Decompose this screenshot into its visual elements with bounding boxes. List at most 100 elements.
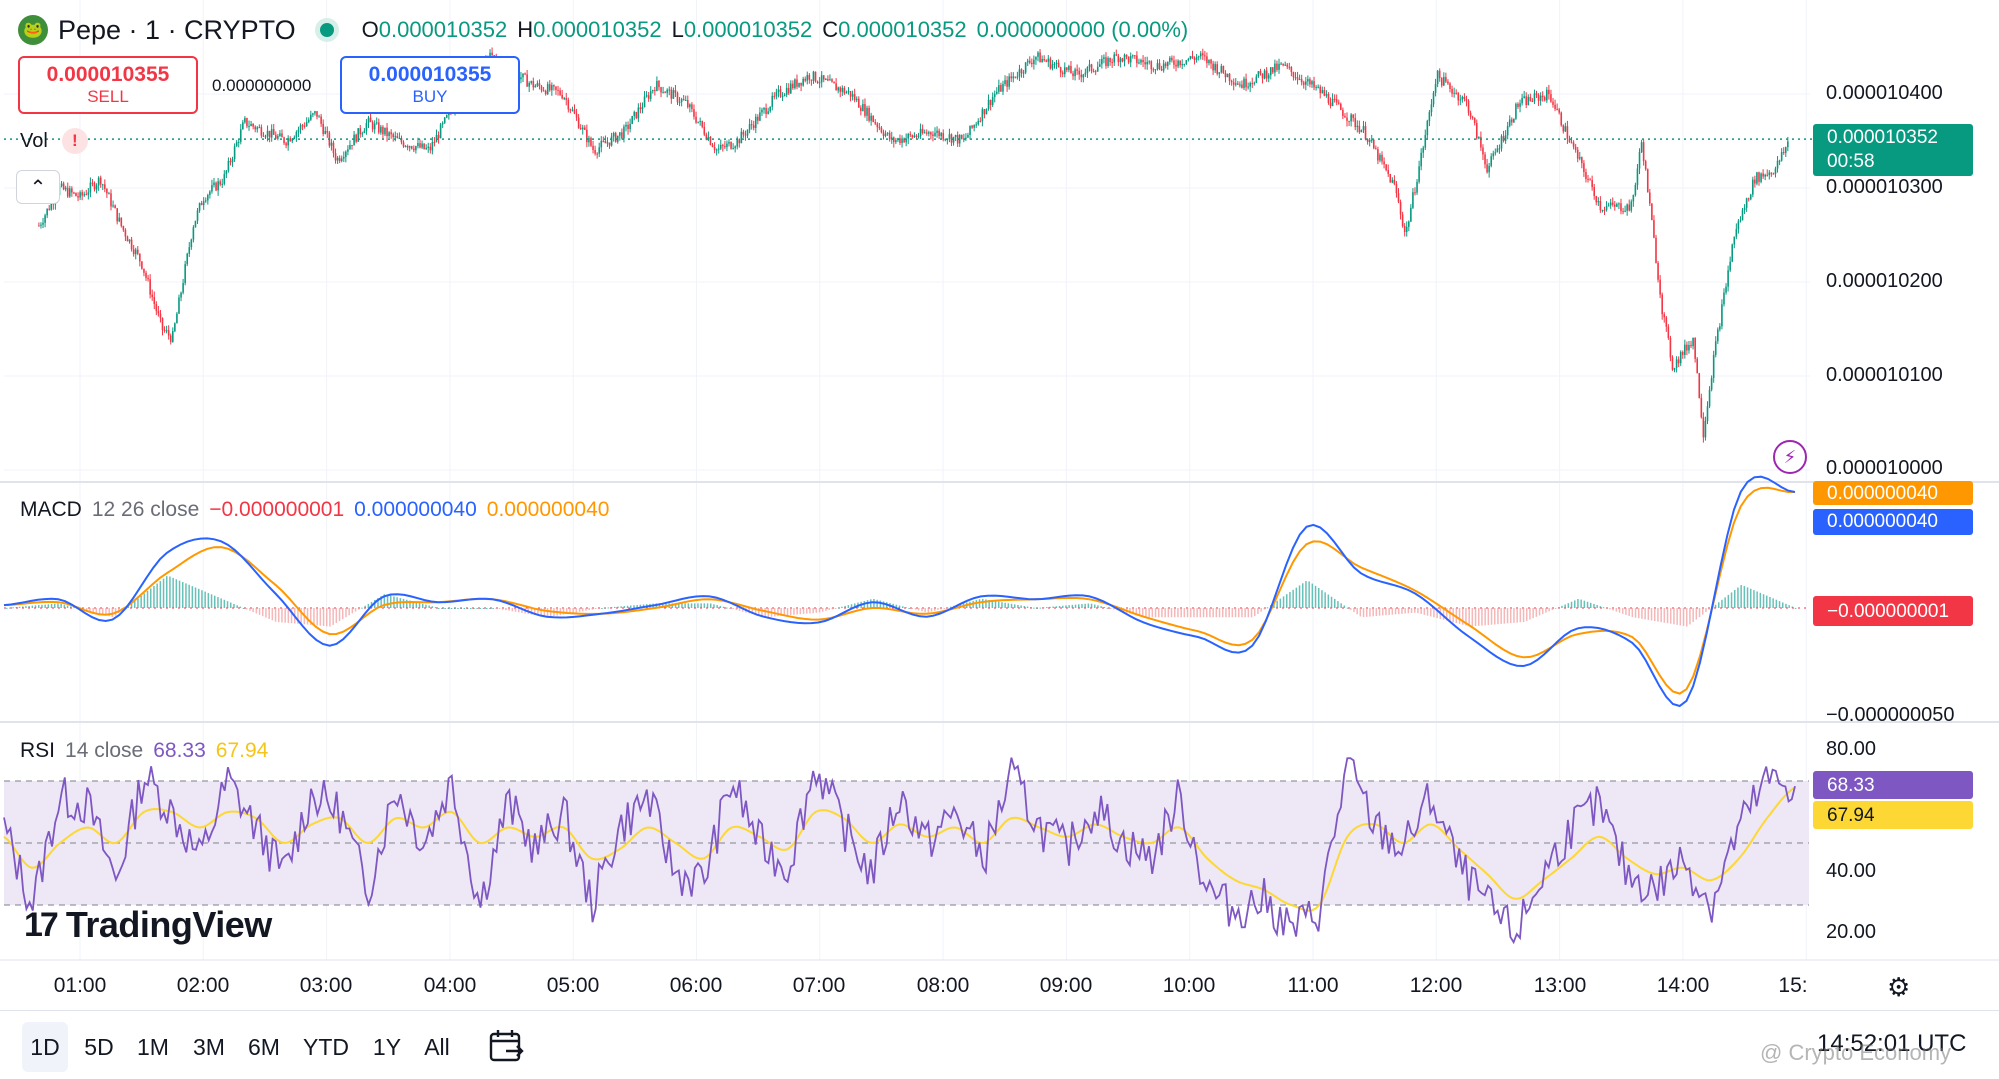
candle-body xyxy=(678,102,681,104)
candle-body xyxy=(79,192,81,198)
candle-body xyxy=(1702,417,1705,438)
macd-histogram-bar xyxy=(108,608,110,617)
range-1m-button[interactable]: 1M xyxy=(137,1033,169,1060)
macd-histogram-bar xyxy=(866,600,869,608)
macd-histogram-bar xyxy=(572,608,574,613)
candle-body xyxy=(1344,116,1346,118)
candle-body xyxy=(194,220,197,228)
candle-body xyxy=(969,125,971,135)
candle-body xyxy=(625,124,627,127)
candle-body xyxy=(1502,136,1505,141)
macd-histogram-bar xyxy=(473,608,475,609)
rsi-name[interactable]: RSI xyxy=(20,739,56,762)
macd-histogram-bar xyxy=(684,603,686,608)
calendar-icon[interactable] xyxy=(486,1026,526,1066)
macd-histogram-bar xyxy=(614,606,616,608)
candle-body xyxy=(1609,202,1612,206)
macd-histogram-bar xyxy=(1218,608,1221,618)
macd-histogram-bar xyxy=(290,608,293,624)
candle-body xyxy=(1154,69,1157,71)
macd-histogram-bar xyxy=(1065,605,1067,608)
macd-histogram-bar xyxy=(415,602,418,608)
candle-body xyxy=(1659,279,1661,295)
macd-histogram-bar xyxy=(1337,601,1339,608)
candle-body xyxy=(1179,60,1181,66)
candle-body xyxy=(1096,66,1099,72)
candle-body xyxy=(254,126,256,130)
candle-body xyxy=(987,99,990,109)
macd-histogram-bar xyxy=(22,606,24,608)
range-1d-button[interactable]: 1D xyxy=(22,1022,68,1072)
candle-body xyxy=(1770,172,1773,174)
candle-body xyxy=(223,174,226,184)
candle-body xyxy=(1461,96,1464,100)
range-toolbar xyxy=(0,1010,1999,1079)
sell-button[interactable]: 0.000010355 SELL xyxy=(18,56,198,114)
candle-body xyxy=(375,122,378,124)
macd-histogram-bar xyxy=(1532,608,1534,619)
macd-histogram-bar xyxy=(511,608,514,612)
candle-body xyxy=(645,95,648,97)
macd-histogram-bar xyxy=(1791,606,1794,608)
macd-histogram-bar xyxy=(1209,608,1211,618)
candle-body xyxy=(394,136,397,138)
candle-body xyxy=(977,120,980,125)
macd-histogram-bar xyxy=(713,604,715,608)
candle-body xyxy=(1766,174,1769,176)
candle-body xyxy=(1455,92,1457,94)
candle-body xyxy=(132,249,135,255)
volume-label[interactable]: Vol xyxy=(20,129,48,152)
collapse-legend-button[interactable]: ⌃ xyxy=(16,170,60,204)
candle-body xyxy=(899,138,901,144)
utc-clock[interactable]: 14:52:01 UTC xyxy=(1817,1030,1967,1057)
range-6m-button[interactable]: 6M xyxy=(248,1033,280,1060)
macd-histogram-bar xyxy=(1564,604,1566,608)
macd-histogram-bar xyxy=(198,588,200,608)
candle-body xyxy=(330,142,333,146)
candle-body xyxy=(1710,377,1713,390)
candle-body xyxy=(1107,57,1109,67)
range-1y-button[interactable]: 1Y xyxy=(372,1033,402,1060)
macd-histogram-bar xyxy=(1238,608,1240,618)
buy-button[interactable]: 0.000010355 BUY xyxy=(340,56,520,114)
candle-body xyxy=(530,81,533,83)
candle-body xyxy=(536,83,539,86)
warning-icon[interactable]: ! xyxy=(61,128,88,154)
macd-histogram-bar xyxy=(1369,608,1371,617)
macd-histogram-bar xyxy=(319,608,322,626)
symbol-title[interactable]: Pepe · 1 · CRYPTO xyxy=(58,14,296,45)
range-all-button[interactable]: All xyxy=(424,1033,450,1060)
ohlc-values: O0.000010352 H0.000010352 L0.000010352 C… xyxy=(362,17,1189,43)
range-5d-button[interactable]: 5D xyxy=(84,1033,114,1060)
candle-body xyxy=(1696,358,1698,374)
candle-body xyxy=(1717,329,1719,342)
candle-body xyxy=(1121,58,1124,62)
candle-body xyxy=(425,147,427,149)
candle-body xyxy=(1140,59,1142,63)
tradingview-logo[interactable]: 17 TradingView xyxy=(24,904,272,946)
candle-body xyxy=(1389,173,1392,183)
macd-histogram-bar xyxy=(402,598,405,608)
candle-body xyxy=(1218,72,1221,74)
candle-body xyxy=(1694,337,1696,359)
candle-body xyxy=(44,215,46,223)
candle-body xyxy=(703,126,706,135)
range-3m-button[interactable]: 3M xyxy=(193,1033,225,1060)
candle-body xyxy=(1698,373,1701,399)
candle-body xyxy=(1605,206,1608,210)
candle-body xyxy=(680,99,683,103)
macd-histogram-bar xyxy=(1279,598,1282,608)
macd-histogram-bar xyxy=(508,608,510,611)
macd-name[interactable]: MACD xyxy=(20,498,82,521)
chart-canvas[interactable] xyxy=(0,0,1999,1010)
candle-body xyxy=(880,127,883,133)
candle-body xyxy=(38,225,40,227)
candle-body xyxy=(1057,62,1060,68)
candle-body xyxy=(862,103,864,111)
candle-body xyxy=(715,149,718,151)
macd-histogram-bar xyxy=(582,608,584,612)
lightning-icon[interactable]: ⚡ xyxy=(1773,440,1807,474)
range-ytd-button[interactable]: YTD xyxy=(303,1033,349,1060)
gear-icon[interactable]: ⚙ xyxy=(1887,972,1911,1002)
